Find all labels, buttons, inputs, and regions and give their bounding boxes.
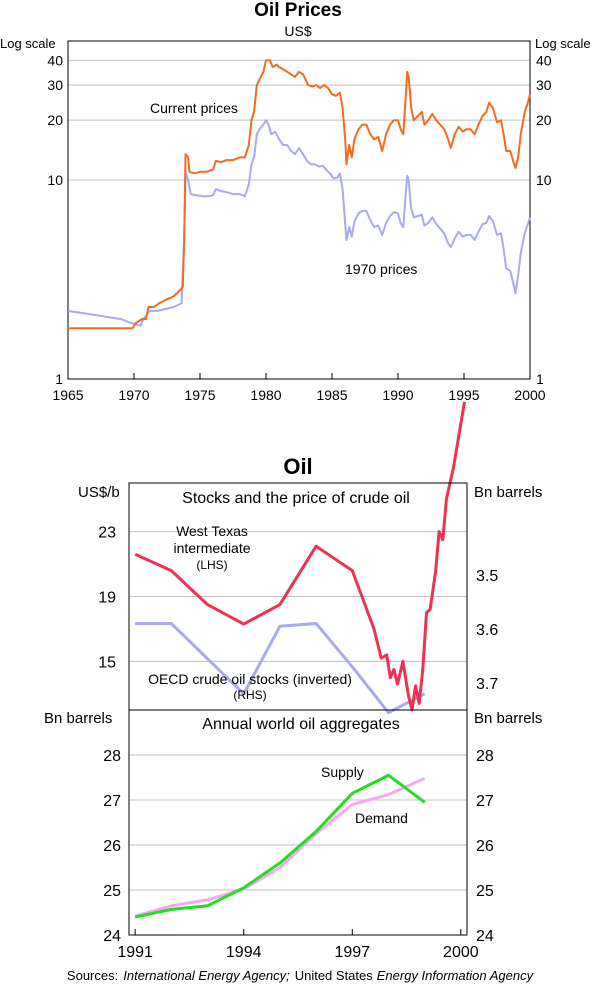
series-line-west-texas <box>134 401 466 712</box>
wti-label-line1: West Texas <box>176 523 248 539</box>
lower-right-tick-labels: 24 25 26 27 28 <box>476 748 494 945</box>
y-tick-left-30: 30 <box>47 77 63 93</box>
1970-prices-label: 1970 prices <box>345 261 417 277</box>
lower-x-tick-1994: 1994 <box>226 944 262 961</box>
lower-left-tick-28: 28 <box>103 748 121 765</box>
upper-panel-subtitle: Stocks and the price of crude oil <box>182 490 410 507</box>
lower-left-tick-27: 27 <box>103 793 121 810</box>
lower-x-tick-1991: 1991 <box>117 944 153 961</box>
oil-prices-unit: US$ <box>284 23 311 39</box>
lower-right-tick-27: 27 <box>476 793 494 810</box>
series-line-oecd-stocks <box>135 622 426 715</box>
x-tick-1970: 1970 <box>118 387 149 403</box>
lower-x-tick-1997: 1997 <box>334 944 370 961</box>
y-tick-left-10: 10 <box>47 172 63 188</box>
y-tick-right-10: 10 <box>536 172 552 188</box>
upper-left-tick-15: 15 <box>98 654 116 671</box>
sources-line: Sources: International Energy Agency; Unit… <box>67 968 535 983</box>
upper-right-tick-labels: 3.5 3.6 3.7 <box>476 568 498 693</box>
top-gridlines <box>68 59 530 181</box>
lower-left-tick-labels: 24 25 26 27 28 <box>103 748 121 945</box>
lower-x-tick-labels: 1991 1994 1997 2000 <box>117 929 479 961</box>
upper-left-tick-19: 19 <box>98 590 116 607</box>
lower-left-unit: Bn barrels <box>44 710 112 727</box>
y-tick-right-1: 1 <box>536 371 544 387</box>
x-tick-1965: 1965 <box>52 387 83 403</box>
wti-label-line3: (LHS) <box>196 558 227 572</box>
upper-left-tick-labels: 15 19 23 <box>98 525 116 672</box>
oil-prices-title: Oil Prices <box>254 0 342 21</box>
series-line-supply <box>134 773 426 919</box>
y-tick-left-20: 20 <box>47 112 63 128</box>
oecd-label-line2: (RHS) <box>233 688 266 702</box>
lower-right-tick-28: 28 <box>476 748 494 765</box>
x-tick-1990: 1990 <box>382 387 413 403</box>
supply-label: Supply <box>321 764 364 780</box>
lower-right-tick-25: 25 <box>476 883 494 900</box>
lower-right-unit: Bn barrels <box>474 710 542 727</box>
oil-title: Oil <box>283 454 312 479</box>
x-tick-1995: 1995 <box>448 387 479 403</box>
upper-left-unit: US$/b <box>78 484 120 501</box>
lower-gridlines <box>129 754 467 891</box>
x-tick-1980: 1980 <box>250 387 281 403</box>
sources-eia: Energy Information Agency <box>377 968 535 983</box>
series-line-1970-prices <box>67 119 531 327</box>
upper-right-tick-3.6: 3.6 <box>476 622 498 639</box>
left-axis-scale-label: Log scale <box>0 36 56 51</box>
series-line-current-prices <box>68 59 531 330</box>
y-tick-right-30: 30 <box>536 77 552 93</box>
demand-label: Demand <box>355 810 408 826</box>
upper-gridlines <box>129 531 467 662</box>
upper-right-tick-3.5: 3.5 <box>476 568 498 585</box>
x-tick-2000: 2000 <box>514 387 545 403</box>
y-tick-left-40: 40 <box>47 52 63 68</box>
oil-plot-frame <box>128 482 468 936</box>
lower-panel-subtitle: Annual world oil aggregates <box>202 716 399 733</box>
upper-right-unit: Bn barrels <box>474 484 542 501</box>
y-tick-left-1: 1 <box>55 371 63 387</box>
x-tick-1975: 1975 <box>184 387 215 403</box>
top-x-tick-labels: 1965 1970 1975 1980 1985 1990 1995 2000 <box>52 373 546 403</box>
top-y-tick-labels: 1 1 10 10 20 20 30 30 40 40 <box>47 52 551 387</box>
oecd-label-line1: OECD crude oil stocks (inverted) <box>148 671 352 687</box>
series-line-demand <box>134 777 426 918</box>
y-tick-right-20: 20 <box>536 112 552 128</box>
right-axis-scale-label: Log scale <box>535 36 591 51</box>
x-tick-1985: 1985 <box>316 387 347 403</box>
lower-right-tick-24: 24 <box>476 928 494 945</box>
sources-iea: International Energy Agency; <box>123 968 290 983</box>
lower-right-tick-26: 26 <box>476 838 494 855</box>
upper-right-tick-3.7: 3.7 <box>476 676 498 693</box>
wti-label-line2: intermediate <box>173 540 250 556</box>
lower-x-tick-2000: 2000 <box>443 944 479 961</box>
sources-us: United States <box>295 968 374 983</box>
y-tick-right-40: 40 <box>536 52 552 68</box>
current-prices-label: Current prices <box>150 100 238 116</box>
lower-left-tick-26: 26 <box>103 838 121 855</box>
upper-left-tick-23: 23 <box>98 525 116 542</box>
sources-label: Sources: <box>67 968 118 983</box>
lower-left-tick-25: 25 <box>103 883 121 900</box>
top-plot-frame <box>67 40 531 380</box>
lower-left-tick-24: 24 <box>103 928 121 945</box>
